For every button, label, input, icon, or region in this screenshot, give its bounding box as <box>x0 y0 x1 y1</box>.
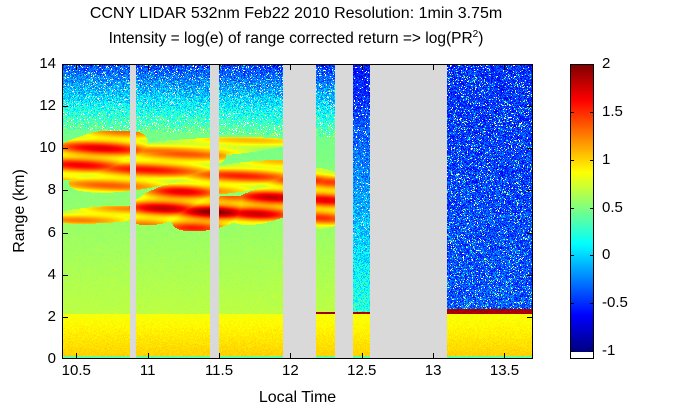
colorbar-tick-label: 0.5 <box>602 198 623 216</box>
x-tick-label: 12.5 <box>347 362 377 379</box>
x-tick-label: 11.5 <box>204 362 234 379</box>
subtitle-superscript: 2 <box>472 29 479 40</box>
colorbar-canvas <box>570 64 594 359</box>
heatmap-canvas <box>62 64 533 359</box>
x-axis-label: Local Time <box>258 389 337 406</box>
y-tick-label: 10 <box>39 139 56 157</box>
x-tick-label: 13.5 <box>489 362 520 379</box>
x-tick-label: 10.5 <box>61 362 91 379</box>
colorbar-tick-label: -0.5 <box>602 294 628 312</box>
y-tick-label: 8 <box>47 181 56 199</box>
colorbar-tick-label: 1.5 <box>602 102 623 120</box>
figure-subtitle: Intensity = log(e) of range corrected re… <box>0 29 592 48</box>
y-tick-label: 4 <box>47 265 56 283</box>
x-tick-label: 12 <box>282 362 299 379</box>
colorbar-tick-label: 0 <box>602 246 611 264</box>
figure-title: CCNY LIDAR 532nm Feb22 2010 Resolution: … <box>89 5 503 22</box>
y-tick-label: 14 <box>39 55 56 72</box>
y-tick-label: 2 <box>47 307 56 325</box>
x-tick-label: 11 <box>139 362 156 379</box>
subtitle-text: Intensity = log(e) of range corrected re… <box>108 30 473 48</box>
colorbar-tick-label: 1 <box>602 150 611 168</box>
y-tick-label: 6 <box>47 223 56 241</box>
subtitle-suffix: ) <box>478 30 484 48</box>
y-tick-label: 0 <box>47 350 56 367</box>
x-tick-label: 13 <box>424 362 442 379</box>
colorbar-tick-label: 2 <box>602 55 611 72</box>
colorbar-tick-label: -1 <box>602 342 616 359</box>
y-tick-label: 12 <box>39 97 56 115</box>
